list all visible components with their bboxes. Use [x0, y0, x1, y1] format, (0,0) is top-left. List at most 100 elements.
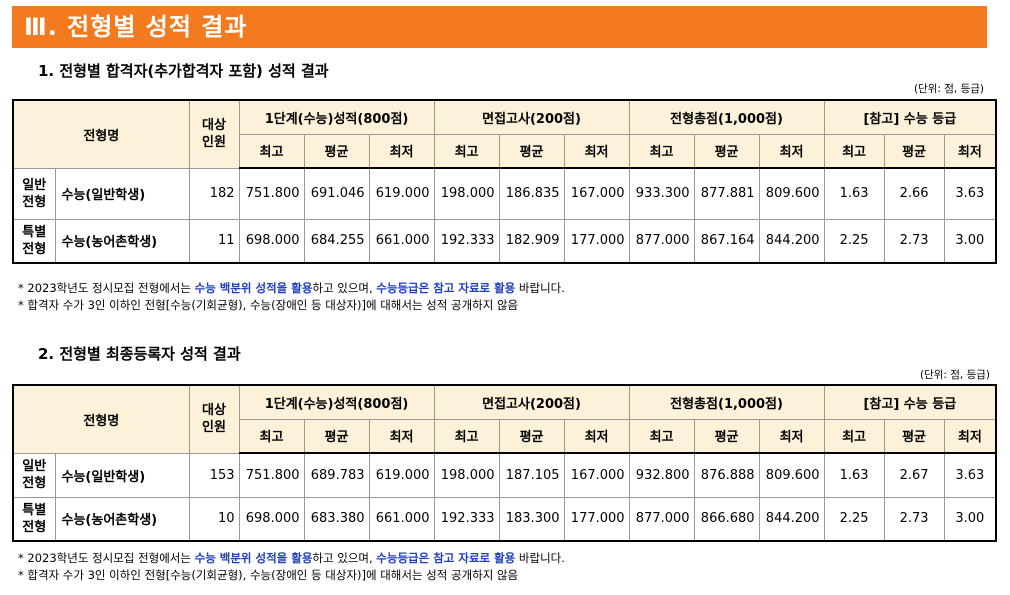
- header-stage1: 1단계(수능)성적(800점): [238, 384, 435, 420]
- cell: 177.000: [563, 496, 630, 542]
- table-row: 일반 전형 수능(일반학생) 153 751.800 689.783 619.00…: [12, 452, 997, 498]
- header-grade: [참고] 수능 등급: [823, 384, 997, 420]
- cell: 619.000: [368, 167, 435, 220]
- cell: 198.000: [433, 167, 500, 220]
- header-total: 전형총점(1,000점): [628, 384, 825, 420]
- cell: 2.73: [883, 496, 945, 542]
- cell: 2.25: [823, 218, 885, 264]
- cell: 182.909: [498, 218, 565, 264]
- table-row: 특별 전형 수능(농어촌학생) 11 698.000 684.255 661.00…: [12, 218, 997, 264]
- cell: 3.63: [943, 167, 997, 220]
- cell: 192.333: [433, 496, 500, 542]
- cell: 2.25: [823, 496, 885, 542]
- sub-avg: 평균: [498, 133, 565, 169]
- row-name: 수능(일반학생): [54, 452, 190, 498]
- cell: 192.333: [433, 218, 500, 264]
- cell: 877.000: [628, 496, 695, 542]
- note-2: * 합격자 수가 3인 이하인 전형[수능(기회균형), 수능(장애인 등 대상…: [18, 298, 519, 312]
- header-interview: 면접고사(200점): [433, 99, 630, 135]
- cell: 809.600: [758, 167, 825, 220]
- cell: 877.000: [628, 218, 695, 264]
- sub-max: 최고: [238, 418, 305, 454]
- section-1-title: 1. 전형별 합격자(추가합격자 포함) 성적 결과: [38, 62, 329, 80]
- cell: 844.200: [758, 496, 825, 542]
- cell: 876.888: [693, 452, 760, 498]
- section-banner: Ⅲ. 전형별 성적 결과: [12, 6, 987, 48]
- cell: 3.00: [943, 496, 997, 542]
- note-1: * 2023학년도 정시모집 전형에서는 수능 백분위 성적을 활용하고 있으며…: [18, 551, 565, 565]
- cell: 619.000: [368, 452, 435, 498]
- row-name: 수능(일반학생): [54, 167, 190, 220]
- section-1-notes: * 2023학년도 정시모집 전형에서는 수능 백분위 성적을 활용하고 있으며…: [18, 280, 565, 314]
- sub-min: 최저: [563, 418, 630, 454]
- cell: 683.380: [303, 496, 370, 542]
- sub-avg: 평균: [303, 418, 370, 454]
- cell: 2.66: [883, 167, 945, 220]
- sub-min: 최저: [943, 133, 997, 169]
- row-count: 11: [188, 218, 240, 264]
- section-2-table: 전형명 대상 인원 1단계(수능)성적(800점) 면접고사(200점) 전형총점…: [12, 384, 998, 542]
- sub-max: 최고: [433, 418, 500, 454]
- cell: 1.63: [823, 452, 885, 498]
- cell: 187.105: [498, 452, 565, 498]
- row-type: 특별 전형: [12, 218, 56, 264]
- cell: 167.000: [563, 167, 630, 220]
- sub-avg: 평균: [498, 418, 565, 454]
- cell: 689.783: [303, 452, 370, 498]
- cell: 691.046: [303, 167, 370, 220]
- sub-min: 최저: [758, 133, 825, 169]
- sub-max: 최고: [238, 133, 305, 169]
- cell: 167.000: [563, 452, 630, 498]
- cell: 751.800: [238, 167, 305, 220]
- cell: 877.881: [693, 167, 760, 220]
- cell: 3.00: [943, 218, 997, 264]
- row-name: 수능(농어촌학생): [54, 218, 190, 264]
- section-2-notes: * 2023학년도 정시모집 전형에서는 수능 백분위 성적을 활용하고 있으며…: [18, 550, 565, 584]
- sub-max: 최고: [823, 418, 885, 454]
- sub-max: 최고: [823, 133, 885, 169]
- header-grade: [참고] 수능 등급: [823, 99, 997, 135]
- table-row: 특별 전형 수능(농어촌학생) 10 698.000 683.380 661.00…: [12, 496, 997, 542]
- sub-min: 최저: [368, 133, 435, 169]
- sub-avg: 평균: [883, 418, 945, 454]
- cell: 684.255: [303, 218, 370, 264]
- cell: 2.73: [883, 218, 945, 264]
- table-row: 일반 전형 수능(일반학생) 182 751.800 691.046 619.00…: [12, 167, 997, 220]
- cell: 932.800: [628, 452, 695, 498]
- section-1-table: 전형명 대상 인원 1단계(수능)성적(800점) 면접고사(200점) 전형총점…: [12, 99, 998, 264]
- sub-min: 최저: [758, 418, 825, 454]
- cell: 751.800: [238, 452, 305, 498]
- row-type: 일반 전형: [12, 167, 56, 220]
- sub-min: 최저: [563, 133, 630, 169]
- cell: 183.300: [498, 496, 565, 542]
- row-name: 수능(농어촌학생): [54, 496, 190, 542]
- cell: 809.600: [758, 452, 825, 498]
- header-total: 전형총점(1,000점): [628, 99, 825, 135]
- note-2: * 합격자 수가 3인 이하인 전형[수능(기회균형), 수능(장애인 등 대상…: [18, 568, 519, 582]
- header-interview: 면접고사(200점): [433, 384, 630, 420]
- sub-avg: 평균: [303, 133, 370, 169]
- sub-avg: 평균: [693, 418, 760, 454]
- sub-min: 최저: [368, 418, 435, 454]
- sub-max: 최고: [628, 133, 695, 169]
- cell: 3.63: [943, 452, 997, 498]
- section-2-title: 2. 전형별 최종등록자 성적 결과: [38, 345, 241, 363]
- sub-avg: 평균: [883, 133, 945, 169]
- section-1-unit: (단위: 점, 등급): [913, 83, 984, 95]
- section-2-unit: (단위: 점, 등급): [919, 369, 990, 381]
- row-type: 특별 전형: [12, 496, 56, 542]
- cell: 661.000: [368, 218, 435, 264]
- cell: 177.000: [563, 218, 630, 264]
- header-type-name: 전형명: [12, 384, 190, 454]
- cell: 2.67: [883, 452, 945, 498]
- cell: 698.000: [238, 496, 305, 542]
- row-count: 10: [188, 496, 240, 542]
- row-count: 153: [188, 452, 240, 498]
- cell: 186.835: [498, 167, 565, 220]
- cell: 698.000: [238, 218, 305, 264]
- sub-avg: 평균: [693, 133, 760, 169]
- row-count: 182: [188, 167, 240, 220]
- cell: 198.000: [433, 452, 500, 498]
- sub-max: 최고: [433, 133, 500, 169]
- header-stage1: 1단계(수능)성적(800점): [238, 99, 435, 135]
